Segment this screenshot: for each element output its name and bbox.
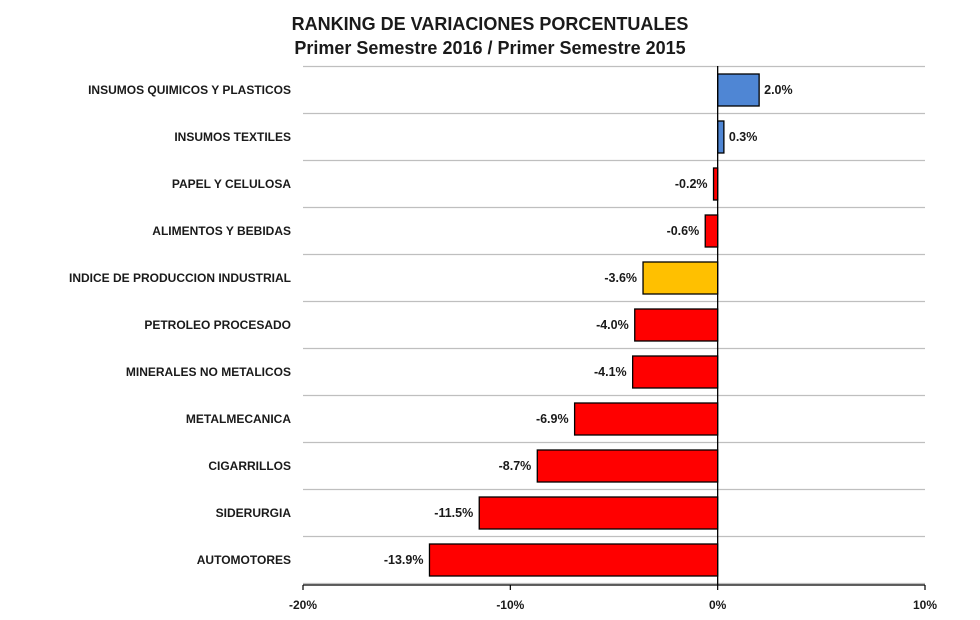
- bar: [634, 308, 719, 342]
- chart-title: RANKING DE VARIACIONES PORCENTUALES: [291, 14, 689, 34]
- category-label: PAPEL Y CELULOSA: [172, 177, 291, 191]
- x-tick-label: -20%: [289, 598, 317, 612]
- bar: [717, 73, 760, 107]
- category-label: METALMECANICA: [186, 412, 291, 426]
- chart-subtitle: Primer Semestre 2016 / Primer Semestre 2…: [294, 38, 686, 58]
- category-label: MINERALES NO METALICOS: [126, 365, 291, 379]
- bar: [428, 543, 719, 577]
- bar: [632, 355, 719, 389]
- data-label: -6.9%: [536, 412, 569, 426]
- bar: [704, 214, 719, 248]
- x-tick-label: 0%: [709, 598, 727, 612]
- data-label: -13.9%: [384, 553, 424, 567]
- category-label: INDICE DE PRODUCCION INDUSTRIAL: [69, 271, 291, 285]
- x-tick-label: 10%: [913, 598, 937, 612]
- bar: [478, 496, 719, 530]
- category-label: PETROLEO PROCESADO: [144, 318, 291, 332]
- bar: [642, 261, 719, 295]
- data-label: -0.6%: [667, 224, 700, 238]
- category-label: CIGARRILLOS: [208, 459, 291, 473]
- category-label: ALIMENTOS Y BEBIDAS: [152, 224, 291, 238]
- data-label: -0.2%: [675, 177, 708, 191]
- category-label: AUTOMOTORES: [197, 553, 291, 567]
- data-label: -8.7%: [499, 459, 532, 473]
- data-label: -4.0%: [596, 318, 629, 332]
- bar: [536, 449, 719, 483]
- data-label: -3.6%: [604, 271, 637, 285]
- category-label: INSUMOS QUIMICOS Y PLASTICOS: [88, 83, 291, 97]
- category-label: INSUMOS TEXTILES: [174, 130, 291, 144]
- x-tick-label: -10%: [496, 598, 524, 612]
- bar: [717, 120, 725, 154]
- data-label: 0.3%: [729, 130, 758, 144]
- data-label: -11.5%: [434, 506, 473, 520]
- data-label: -4.1%: [594, 365, 627, 379]
- bar: [573, 402, 719, 436]
- data-label: 2.0%: [764, 83, 793, 97]
- category-label: SIDERURGIA: [216, 506, 292, 520]
